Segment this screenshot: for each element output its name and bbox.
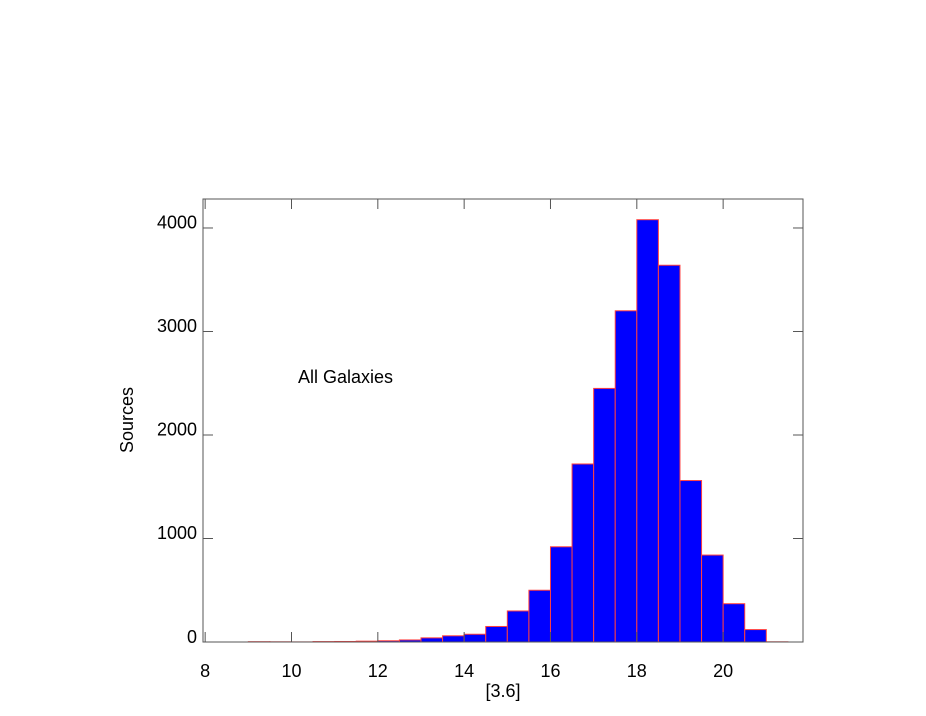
plot-frame (202, 198, 804, 643)
bar (679, 480, 703, 643)
x-tick-label: 16 (540, 661, 560, 681)
y-tick-label: 4000 (157, 213, 197, 233)
bar (657, 264, 681, 643)
x-tick-label: 8 (200, 661, 210, 681)
bar (485, 625, 508, 643)
y-tick-label: 2000 (157, 420, 197, 440)
bar (549, 546, 573, 643)
x-tick-label: 20 (713, 661, 733, 681)
bar (463, 633, 487, 643)
x-tick-label: 10 (281, 661, 301, 681)
bar (420, 637, 444, 643)
bar (506, 610, 530, 643)
y-tick-label: 3000 (157, 316, 197, 336)
bar (593, 387, 616, 643)
bar (722, 603, 746, 643)
bar (636, 219, 659, 643)
bar (744, 629, 767, 643)
bar (614, 310, 638, 643)
y-tick-label: 0 (187, 627, 197, 647)
bar (701, 554, 724, 643)
bar (442, 635, 465, 643)
y-axis-label: Sources (117, 387, 137, 453)
bar (571, 463, 595, 643)
x-tick-label: 18 (627, 661, 647, 681)
bar (528, 589, 551, 643)
y-tick-label: 1000 (157, 523, 197, 543)
x-axis-label: [3.6] (485, 681, 520, 701)
x-tick-label: 12 (368, 661, 388, 681)
annotation: All Galaxies (298, 367, 393, 387)
x-tick-label: 14 (454, 661, 474, 681)
